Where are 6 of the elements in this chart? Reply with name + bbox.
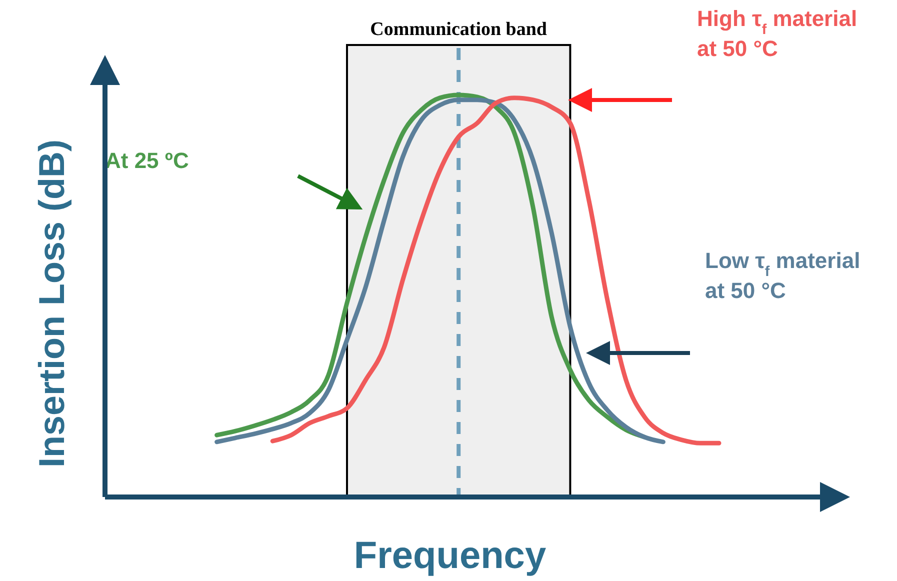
text: At 25 ºC xyxy=(105,148,189,173)
x-axis-title: Frequency xyxy=(354,535,546,577)
y-axis-title: Insertion Loss (dB) xyxy=(31,139,72,468)
text: High τ$_{f}$ material at 50 °C xyxy=(697,6,858,61)
text: Communication band xyxy=(370,19,548,40)
text: Low τ$_{f}$ material at 50 °C xyxy=(705,248,860,303)
